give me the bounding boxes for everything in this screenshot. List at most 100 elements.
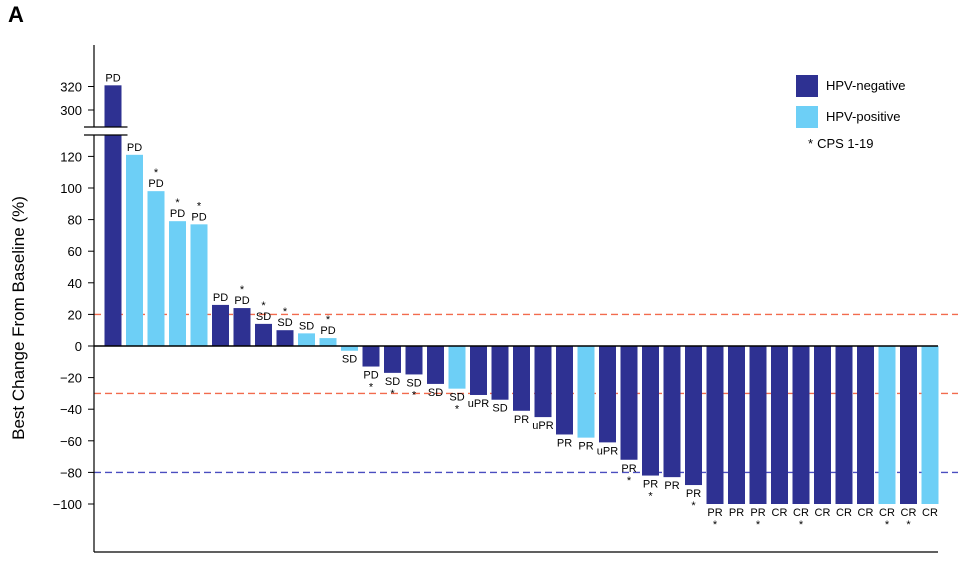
legend-swatch-hpv-negative bbox=[796, 74, 818, 97]
bar bbox=[104, 85, 122, 346]
bar bbox=[319, 338, 337, 346]
legend-label-hpv-positive: HPV-positive bbox=[826, 109, 901, 124]
bar bbox=[685, 346, 702, 486]
y-tick-label: 300 bbox=[60, 103, 82, 118]
bar bbox=[341, 346, 358, 351]
bar-label: SD bbox=[406, 377, 421, 389]
bar bbox=[577, 346, 595, 438]
bar-star: * bbox=[455, 404, 460, 416]
bar-star: * bbox=[240, 284, 245, 296]
bar-label: PD bbox=[363, 370, 378, 382]
bar bbox=[298, 333, 315, 346]
bar-label: PD bbox=[234, 295, 249, 307]
bar-label: CR bbox=[836, 507, 852, 519]
bar-label: SD bbox=[342, 354, 357, 366]
bar-star: * bbox=[799, 519, 804, 531]
bar-label: CR bbox=[793, 507, 809, 519]
bar-label: PR bbox=[557, 437, 572, 449]
y-tick-label: 320 bbox=[60, 80, 82, 95]
bar-star: * bbox=[648, 491, 653, 503]
bar bbox=[814, 346, 831, 504]
bar-label: CR bbox=[879, 507, 895, 519]
bar bbox=[276, 330, 294, 346]
y-tick-label: 40 bbox=[68, 276, 82, 291]
bar-label: CR bbox=[772, 507, 788, 519]
bar-label: PR bbox=[621, 463, 636, 475]
bar-label: PD bbox=[148, 178, 163, 190]
y-tick-label: −60 bbox=[60, 434, 82, 449]
legend-note-star: * bbox=[808, 136, 814, 151]
bar-star: * bbox=[627, 475, 632, 487]
bar-label: uPR bbox=[468, 398, 489, 410]
bar bbox=[878, 346, 896, 504]
bar bbox=[620, 346, 638, 460]
legend-label-hpv-negative: HPV-negative bbox=[826, 78, 906, 93]
bar-star: * bbox=[412, 389, 417, 401]
bar-label: PD bbox=[127, 142, 142, 154]
bar bbox=[663, 346, 681, 478]
bar-label: PR bbox=[664, 480, 679, 492]
bar-label: PR bbox=[707, 507, 722, 519]
bar-label: CR bbox=[901, 507, 917, 519]
bar-label: PD bbox=[170, 208, 185, 220]
bar-label: PR bbox=[686, 488, 701, 500]
bar-star: * bbox=[326, 314, 331, 326]
bar bbox=[405, 346, 423, 375]
y-tick-label: 120 bbox=[60, 149, 82, 164]
bar-label: SD bbox=[299, 320, 314, 332]
bar bbox=[728, 346, 745, 504]
y-tick-label: 20 bbox=[68, 307, 82, 322]
bar bbox=[190, 224, 208, 346]
bar bbox=[427, 346, 444, 384]
bar-label: PR bbox=[729, 507, 744, 519]
y-tick-label: 100 bbox=[60, 181, 82, 196]
legend-item-hpv-positive: HPV-positive bbox=[796, 105, 906, 128]
legend-swatch-hpv-positive bbox=[796, 105, 818, 128]
bar-label: PR bbox=[643, 479, 658, 491]
y-tick-label: 60 bbox=[68, 244, 82, 259]
bar bbox=[470, 346, 487, 395]
axis-break-gap bbox=[84, 127, 128, 135]
bar bbox=[255, 323, 272, 346]
y-tick-label: −20 bbox=[60, 371, 82, 386]
bar-star: * bbox=[906, 519, 911, 531]
bar bbox=[835, 346, 853, 504]
bar bbox=[749, 346, 767, 504]
bar-star: * bbox=[390, 388, 395, 400]
legend: HPV-negative HPV-positive * CPS 1-19 bbox=[796, 74, 906, 151]
bar bbox=[126, 154, 143, 346]
bar-label: PD bbox=[105, 72, 120, 84]
bar-label: SD bbox=[449, 392, 464, 404]
bar-star: * bbox=[261, 300, 266, 312]
panel-label: A bbox=[8, 2, 24, 27]
legend-note-text: CPS 1-19 bbox=[817, 136, 874, 151]
bar bbox=[448, 346, 466, 389]
bar bbox=[534, 346, 552, 418]
bar bbox=[900, 346, 917, 504]
legend-note: * CPS 1-19 bbox=[796, 136, 906, 151]
y-tick-label: 0 bbox=[75, 339, 82, 354]
legend-item-hpv-negative: HPV-negative bbox=[796, 74, 906, 97]
bar-label: PD bbox=[320, 325, 335, 337]
y-tick-label: −80 bbox=[60, 465, 82, 480]
bar-star: * bbox=[369, 382, 374, 394]
bar bbox=[233, 308, 251, 346]
bar-label: PR bbox=[578, 441, 593, 453]
bar bbox=[706, 346, 724, 504]
bar-label: uPR bbox=[597, 445, 618, 457]
bar-star: * bbox=[197, 200, 202, 212]
bar bbox=[556, 346, 573, 435]
bar-label: PR bbox=[514, 414, 529, 426]
bar-label: PR bbox=[750, 507, 765, 519]
bar-label: SD bbox=[277, 317, 292, 329]
bar bbox=[212, 304, 229, 346]
bar-label: uPR bbox=[532, 420, 553, 432]
bar bbox=[771, 346, 788, 504]
bar-label: CR bbox=[922, 507, 938, 519]
bar-label: SD bbox=[492, 403, 507, 415]
bar bbox=[599, 346, 616, 443]
bar bbox=[169, 221, 186, 346]
bar bbox=[921, 346, 939, 504]
bar-label: PD bbox=[213, 292, 228, 304]
bar-label: SD bbox=[428, 387, 443, 399]
